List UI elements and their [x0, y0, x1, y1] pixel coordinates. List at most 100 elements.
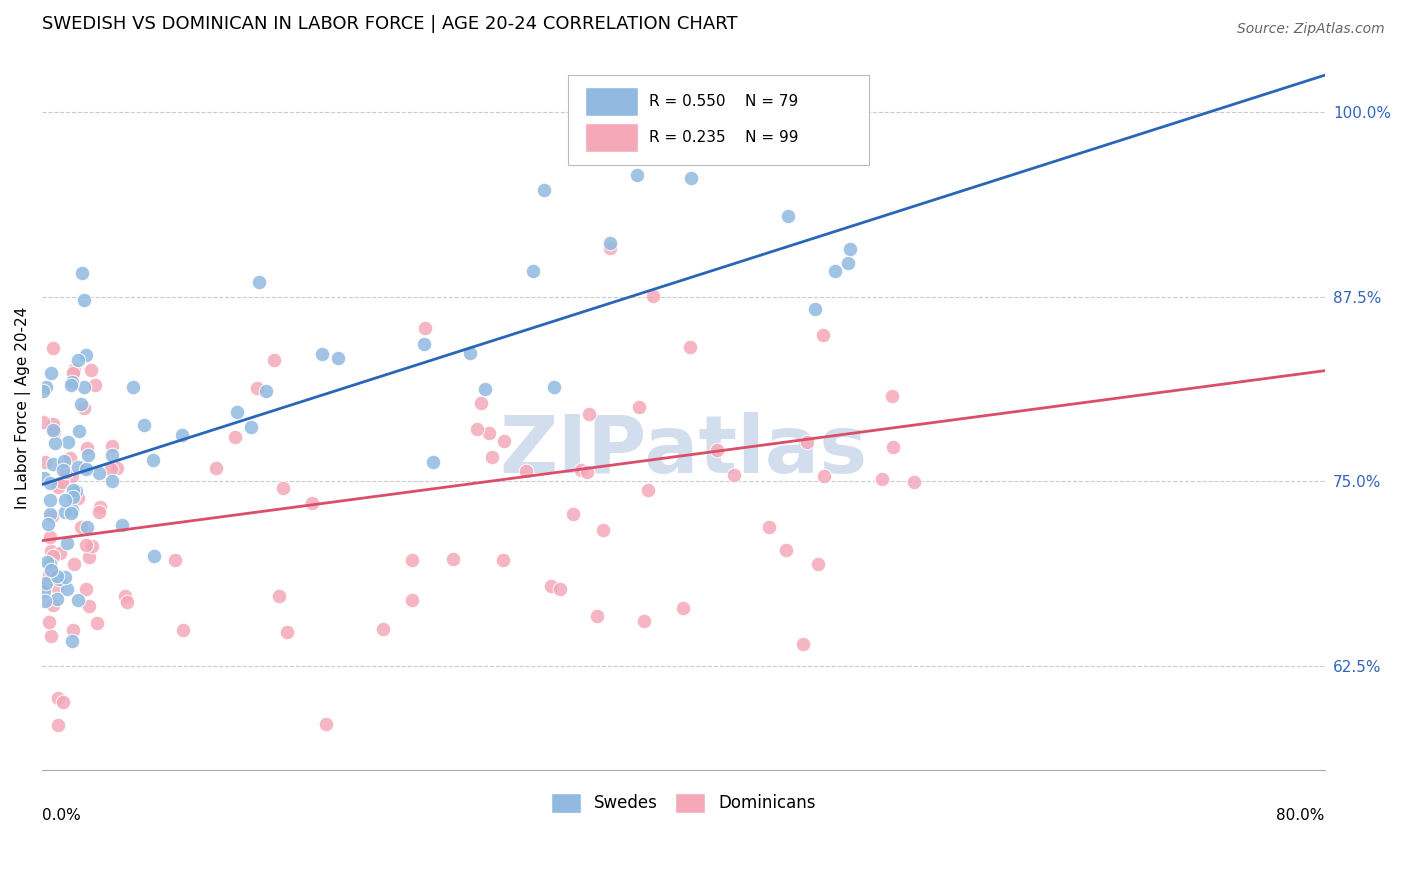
Y-axis label: In Labor Force | Age 20-24: In Labor Force | Age 20-24 [15, 307, 31, 508]
Point [637, 483, 659, 497]
Point [42, 423, 65, 437]
Point [60, 633, 83, 648]
Point [240, 420, 263, 434]
Point [271, 482, 294, 496]
Point [35, 380, 58, 394]
Text: R = 0.235    N = 99: R = 0.235 N = 99 [648, 130, 799, 145]
Point [813, 468, 835, 483]
Point [470, 396, 492, 410]
Point [87, 466, 110, 480]
Point [880, 388, 903, 402]
Point [142, 549, 165, 564]
Point [39, 366, 62, 380]
Point [53, 454, 76, 468]
Point [60, 376, 83, 390]
Point [76, 519, 98, 533]
Point [224, 430, 246, 444]
Point [492, 553, 515, 567]
Point [807, 557, 830, 571]
Point [59, 451, 82, 466]
Point [37, 517, 59, 532]
Point [643, 289, 665, 303]
Point [48, 572, 70, 586]
Point [76, 448, 98, 462]
Point [172, 623, 194, 637]
Point [263, 352, 285, 367]
Point [811, 328, 834, 343]
Point [49, 475, 72, 490]
Point [75, 538, 97, 552]
Point [41, 509, 63, 524]
Point [84, 377, 107, 392]
Point [60, 506, 83, 520]
Point [706, 442, 728, 457]
Point [245, 381, 267, 395]
Point [481, 450, 503, 465]
Point [412, 336, 434, 351]
Point [39, 476, 62, 491]
Point [70, 397, 93, 411]
Point [39, 507, 62, 521]
Point [903, 475, 925, 490]
Point [75, 582, 97, 596]
Point [792, 637, 814, 651]
Point [599, 236, 621, 251]
Point [39, 543, 62, 558]
Point [401, 553, 423, 567]
Point [401, 592, 423, 607]
Point [122, 380, 145, 394]
Point [870, 472, 893, 486]
Point [101, 439, 124, 453]
Point [77, 549, 100, 564]
Point [34, 455, 56, 469]
Point [796, 434, 818, 449]
Text: 80.0%: 80.0% [1277, 808, 1324, 823]
Point [775, 542, 797, 557]
Point [80, 363, 103, 377]
Point [67, 425, 90, 439]
Point [543, 380, 565, 394]
Text: Source: ZipAtlas.com: Source: ZipAtlas.com [1237, 22, 1385, 37]
Point [170, 428, 193, 442]
FancyBboxPatch shape [585, 123, 638, 152]
Point [76, 442, 98, 456]
Point [53, 492, 76, 507]
Point [77, 599, 100, 614]
Point [55, 465, 77, 479]
Point [101, 474, 124, 488]
Point [837, 255, 859, 269]
Point [441, 552, 464, 566]
Point [89, 500, 111, 515]
Point [478, 426, 501, 441]
Point [31, 384, 53, 398]
Point [75, 462, 97, 476]
Point [465, 422, 488, 436]
Point [586, 609, 609, 624]
Point [41, 417, 63, 431]
Text: R = 0.550    N = 79: R = 0.550 N = 79 [648, 94, 799, 109]
Point [627, 401, 650, 415]
FancyBboxPatch shape [568, 75, 869, 165]
Point [569, 463, 592, 477]
Point [38, 567, 60, 582]
Point [70, 266, 93, 280]
Point [576, 465, 599, 479]
Point [35, 576, 58, 591]
Point [561, 508, 583, 522]
Point [474, 382, 496, 396]
Point [254, 384, 277, 398]
Point [723, 468, 745, 483]
Point [62, 490, 84, 504]
Point [39, 562, 62, 576]
Point [32, 471, 55, 485]
Point [776, 209, 799, 223]
Point [51, 475, 73, 490]
Point [533, 183, 555, 197]
Point [226, 405, 249, 419]
Point [100, 462, 122, 476]
Point [824, 263, 846, 277]
Point [73, 293, 96, 307]
Point [626, 168, 648, 182]
Point [34, 594, 56, 608]
Text: SWEDISH VS DOMINICAN IN LABOR FORCE | AGE 20-24 CORRELATION CHART: SWEDISH VS DOMINICAN IN LABOR FORCE | AG… [42, 15, 738, 33]
